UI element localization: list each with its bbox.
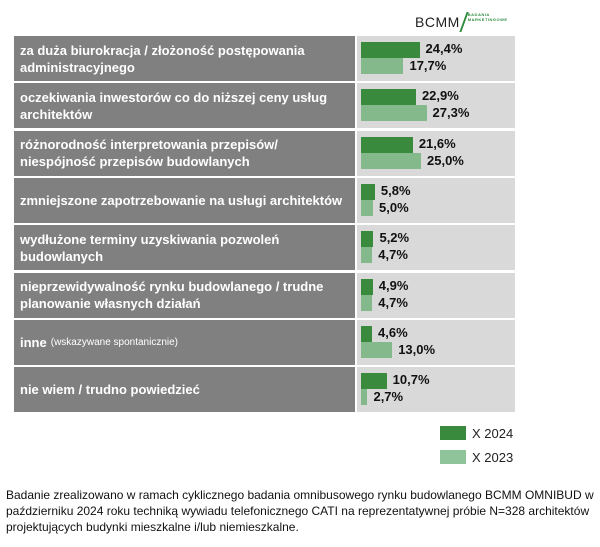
category-text: różnorodność interpretowania przepisów/ … <box>20 137 278 170</box>
bar-panel: 5,8% 5,0% <box>357 177 515 223</box>
bar-2023 <box>361 152 421 169</box>
category-note: (wskazywane spontanicznie) <box>50 336 179 348</box>
data-label: 24,4% <box>425 41 463 56</box>
bar-panel: 4,6% 13,0% <box>357 319 515 365</box>
logo-subtext: BADANIA MARKETINGOWE <box>467 12 508 22</box>
bar-2023 <box>361 105 427 122</box>
chart-row: nie wiem / trudno powiedzieć 10,7% 2,7% <box>14 367 515 413</box>
category-label: zmniejszone zapotrzebowanie na usługi ar… <box>14 177 355 223</box>
category-text: inne <box>20 334 47 350</box>
bar-2024 <box>361 278 373 295</box>
category-text: wydłużone terminy uzyskiwania pozwoleń b… <box>20 231 280 264</box>
bar-2023 <box>361 389 368 406</box>
category-label: za duża biurokracja / złożoność postępow… <box>14 36 355 81</box>
data-label: 5,8% <box>380 182 411 198</box>
bar-2024 <box>361 89 416 106</box>
category-label: wydłużone terminy uzyskiwania pozwoleń b… <box>14 225 355 271</box>
chart-row: różnorodność interpretowania przepisów/ … <box>14 130 515 176</box>
chart-row: wydłużone terminy uzyskiwania pozwoleń b… <box>14 225 515 271</box>
bar-2024 <box>361 373 387 390</box>
bar-panel: 24,4% 17,7% <box>357 36 515 81</box>
data-label: 17,7% <box>409 58 447 73</box>
category-label: inne (wskazywane spontanicznie) <box>14 319 355 365</box>
bar-panel: 21,6% 25,0% <box>357 130 515 176</box>
category-text: nieprzewidywalność rynku budowlanego / t… <box>20 279 324 311</box>
bar-panel: 10,7% 2,7% <box>357 367 515 413</box>
chart-row: za duża biurokracja / złożoność postępow… <box>14 36 515 81</box>
chart-row: zmniejszone zapotrzebowanie na usługi ar… <box>14 177 515 223</box>
legend-label: X 2023 <box>472 449 514 465</box>
data-label: 4,9% <box>378 277 409 293</box>
data-label: 5,0% <box>379 199 409 215</box>
bar-2024 <box>361 42 420 58</box>
data-label: 2,7% <box>373 389 404 405</box>
data-label: 22,9% <box>421 88 459 104</box>
category-label: nie wiem / trudno powiedzieć <box>14 367 355 413</box>
legend-item-2024: X 2024 <box>440 421 513 445</box>
bar-2023 <box>361 58 404 74</box>
chart-row: oczekiwania inwestorów co do niższej cen… <box>14 83 515 129</box>
chart-row: inne (wskazywane spontanicznie) 4,6% 13,0% <box>14 319 515 365</box>
bar-2024 <box>361 325 373 342</box>
data-label: 4,6% <box>378 324 408 340</box>
legend: X 2024 X 2023 <box>440 421 513 469</box>
bar-2024 <box>361 231 374 248</box>
category-label: oczekiwania inwestorów co do niższej cen… <box>14 83 355 129</box>
data-label: 4,7% <box>378 247 408 263</box>
data-label: 27,3% <box>432 105 470 121</box>
legend-swatch <box>440 426 466 440</box>
category-text: oczekiwania inwestorów co do niższej cen… <box>20 89 328 122</box>
data-label: 13,0% <box>398 341 436 357</box>
category-text: nie wiem / trudno powiedzieć <box>20 382 200 398</box>
category-text: za duża biurokracja / złożoność postępow… <box>20 42 305 75</box>
bar-2024 <box>361 183 375 200</box>
bar-2023 <box>361 199 373 216</box>
chart-row: nieprzewidywalność rynku budowlanego / t… <box>14 272 515 318</box>
bar-2023 <box>361 294 373 311</box>
data-label: 4,7% <box>378 294 408 310</box>
category-text: zmniejszone zapotrzebowanie na usługi ar… <box>20 192 343 208</box>
data-label: 25,0% <box>427 152 464 168</box>
legend-item-2023: X 2023 <box>440 445 513 469</box>
bar-panel: 4,9% 4,7% <box>357 272 515 318</box>
footnote: Badanie zrealizowano w ramach cykliczneg… <box>6 488 594 534</box>
logo-text: BCMM <box>415 14 460 30</box>
data-label: 21,6% <box>418 135 456 151</box>
bar-panel: 5,2% 4,7% <box>357 225 515 271</box>
bcmm-logo: BCMM BADANIA MARKETINGOWE <box>415 12 508 32</box>
data-label: 5,2% <box>379 230 410 246</box>
bar-2023 <box>361 341 393 358</box>
legend-swatch <box>440 450 466 464</box>
bar-2023 <box>361 247 373 264</box>
legend-label: X 2024 <box>472 425 514 441</box>
category-label: nieprzewidywalność rynku budowlanego / t… <box>14 272 355 318</box>
category-label: różnorodność interpretowania przepisów/ … <box>14 130 355 176</box>
bar-panel: 22,9% 27,3% <box>357 83 515 129</box>
bar-2024 <box>361 136 413 153</box>
data-label: 10,7% <box>392 372 430 388</box>
